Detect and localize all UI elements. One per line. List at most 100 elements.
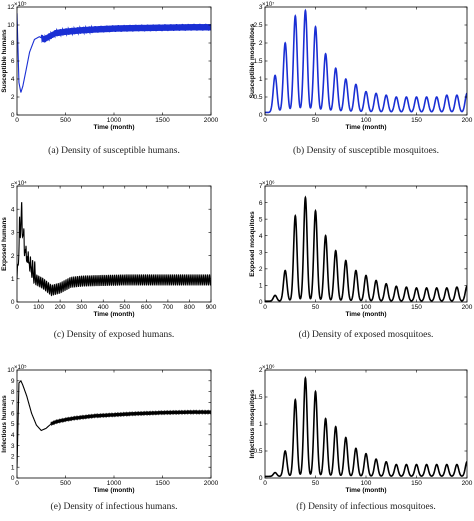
plot-frame — [264, 185, 468, 303]
x-tick-label: 0 — [15, 117, 19, 124]
y-tick-label: 1.5 — [253, 58, 262, 65]
x-tick-label: 200 — [462, 304, 473, 311]
x-tick-label: 200 — [462, 480, 473, 487]
y-axis-label: Exposed mosquitoes — [249, 211, 256, 277]
plot-frame — [16, 6, 212, 116]
panel-caption: (f) Density of infectious mosquitoes. — [296, 501, 436, 512]
panel-b: 0 50 100 150 200 0 0.5 1 1.5 2 2.5 3 ×10⁷ Time (month… — [249, 1, 473, 156]
y-axis-label: Susceptible mosquitoes — [249, 23, 256, 98]
x-tick-label: 600 — [141, 304, 152, 311]
panel-caption: (e) Density of infectious humans. — [51, 501, 178, 512]
x-axis-label: Time (month) — [345, 311, 386, 318]
y-tick-label: 4 — [11, 206, 15, 213]
x-tick-label: 2000 — [204, 117, 219, 124]
x-tick-label: 150 — [411, 117, 422, 124]
y-tick-label: 1.5 — [253, 394, 262, 401]
y-tick-label: 0 — [11, 475, 15, 482]
y-tick-label: 0 — [11, 299, 15, 306]
x-tick-label: 1500 — [155, 480, 170, 487]
y-tick-label: 1 — [259, 76, 263, 83]
y-tick-label: 0 — [259, 299, 263, 306]
series-line — [265, 8, 467, 114]
y-multiplier: ×10⁴ — [14, 180, 27, 187]
y-multiplier: ×10⁶ — [262, 180, 275, 187]
x-tick-label: 1500 — [155, 117, 170, 124]
y-axis-label: Infectious humans — [1, 395, 8, 453]
y-multiplier: ×10⁵ — [14, 364, 27, 371]
series-line — [17, 379, 211, 468]
panel-caption: (b) Density of susceptible mosquitoes. — [293, 145, 439, 156]
y-tick-label: 8 — [11, 40, 15, 47]
series-line — [265, 375, 467, 478]
x-tick-label: 300 — [76, 304, 87, 311]
y-multiplier: ×10⁷ — [262, 1, 274, 8]
y-tick-label: 1 — [259, 421, 263, 428]
panel-caption: (d) Density of exposed mosquitoes. — [299, 329, 434, 340]
x-tick-label: 200 — [55, 304, 66, 311]
y-tick-label: 3 — [259, 4, 263, 11]
y-tick-label: 6 — [259, 200, 263, 207]
y-tick-label: 2 — [259, 266, 263, 273]
x-tick-label: 900 — [206, 304, 217, 311]
y-axis-label: Susceptible humans — [1, 29, 8, 93]
x-tick-label: 0 — [15, 480, 19, 487]
x-tick-label: 1000 — [107, 480, 122, 487]
y-tick-label: 5 — [11, 183, 15, 190]
series-line — [17, 13, 211, 93]
panel-d: 0 50 100 150 200 0 1 2 3 4 5 6 7 ×10⁶ Time (month) Expo… — [249, 180, 473, 340]
y-tick-label: 6 — [11, 410, 15, 417]
x-tick-label: 0 — [15, 304, 19, 311]
x-axis-label: Time (month) — [93, 487, 134, 494]
x-tick-label: 500 — [60, 480, 71, 487]
x-axis-label: Time (month) — [93, 124, 134, 131]
y-tick-label: 2.5 — [253, 22, 262, 29]
x-tick-label: 500 — [119, 304, 130, 311]
y-tick-label: 0 — [259, 112, 263, 119]
x-tick-label: 50 — [312, 304, 320, 311]
x-axis-label: Time (month) — [345, 487, 386, 494]
x-tick-label: 0 — [263, 480, 267, 487]
y-multiplier: ×10⁵ — [14, 1, 27, 8]
y-tick-label: 0.5 — [253, 448, 262, 455]
x-axis-label: Time (month) — [345, 124, 386, 131]
y-tick-label: 0 — [259, 475, 263, 482]
y-tick-label: 3 — [11, 443, 15, 450]
y-tick-label: 0.5 — [253, 94, 262, 101]
y-tick-label: 2 — [259, 40, 263, 47]
y-tick-label: 3 — [259, 249, 263, 256]
y-tick-label: 4 — [11, 432, 15, 439]
series-line — [265, 195, 467, 302]
x-tick-label: 100 — [361, 480, 372, 487]
panel-a: 0 500 1000 1500 2000 0 2 4 6 8 10 12 ×10⁵ Time (month… — [1, 1, 219, 156]
y-tick-label: 6 — [11, 58, 15, 65]
x-tick-label: 0 — [263, 304, 267, 311]
y-tick-label: 8 — [11, 389, 15, 396]
y-tick-label: 7 — [11, 400, 15, 407]
plot-frame — [264, 369, 468, 479]
x-axis-label: Time (month) — [93, 311, 134, 318]
x-tick-label: 2000 — [204, 480, 219, 487]
y-tick-label: 7 — [259, 183, 263, 190]
plot-frame — [16, 369, 212, 479]
y-tick-label: 2 — [259, 367, 263, 374]
y-tick-label: 12 — [7, 4, 15, 11]
x-tick-label: 100 — [33, 304, 44, 311]
y-tick-label: 10 — [7, 22, 15, 29]
plot-frame — [16, 185, 212, 303]
panel-caption: (a) Density of susceptible humans. — [48, 145, 180, 156]
y-tick-label: 1 — [11, 276, 15, 283]
panel-e: 0 500 1000 1500 2000 0 1 2 3 4 5 6 7 8 9 10 ×10⁵ Time (mo… — [1, 364, 219, 512]
y-tick-label: 5 — [11, 421, 15, 428]
x-tick-label: 50 — [312, 480, 320, 487]
x-tick-label: 500 — [60, 117, 71, 124]
y-axis-label: Infectious mosquitoes — [249, 389, 256, 458]
y-tick-label: 0 — [11, 112, 15, 119]
y-tick-label: 5 — [259, 216, 263, 223]
x-tick-label: 0 — [263, 117, 267, 124]
y-tick-label: 2 — [11, 454, 15, 461]
y-tick-label: 3 — [11, 230, 15, 237]
y-tick-label: 9 — [11, 378, 15, 385]
x-tick-label: 700 — [162, 304, 173, 311]
y-tick-label: 1 — [259, 283, 263, 290]
